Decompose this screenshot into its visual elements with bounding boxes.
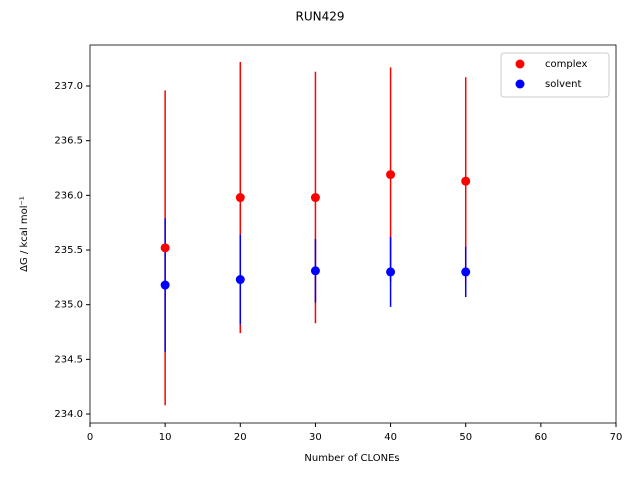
- legend-marker: [515, 59, 525, 69]
- y-tick-label: 236.0: [54, 190, 83, 201]
- x-tick-label: 50: [459, 432, 472, 443]
- x-tick-label: 60: [534, 432, 547, 443]
- y-tick-label: 236.5: [54, 136, 83, 147]
- x-axis-label: Number of CLONEs: [304, 453, 399, 464]
- y-tick-label: 235.5: [54, 245, 83, 256]
- point: [461, 176, 471, 186]
- point: [386, 170, 396, 180]
- plot-frame: [89, 44, 617, 424]
- x-tick-label: 30: [309, 432, 322, 443]
- y-tick-label: 234.0: [54, 409, 83, 420]
- y-axis-label: ΔG / kcal mol⁻¹: [19, 196, 30, 272]
- x-tick-label: 10: [159, 432, 172, 443]
- x-tick-label: 0: [87, 432, 93, 443]
- point: [461, 267, 471, 277]
- point: [386, 267, 396, 277]
- x-tick-label: 20: [234, 432, 247, 443]
- point: [160, 243, 170, 253]
- x-tick-label: 40: [384, 432, 397, 443]
- x-tick-label: 70: [610, 432, 623, 443]
- y-tick-label: 237.0: [54, 81, 83, 92]
- point: [160, 280, 170, 290]
- point: [310, 266, 320, 276]
- point: [235, 275, 245, 285]
- legend-marker: [515, 79, 525, 89]
- legend-box: [500, 52, 610, 98]
- legend-label: solvent: [545, 79, 582, 90]
- legend-label: complex: [545, 59, 587, 70]
- chart-title: RUN429: [295, 10, 344, 24]
- y-tick-label: 234.5: [54, 354, 83, 365]
- point: [235, 193, 245, 203]
- y-tick-label: 235.0: [54, 300, 83, 311]
- point: [310, 193, 320, 203]
